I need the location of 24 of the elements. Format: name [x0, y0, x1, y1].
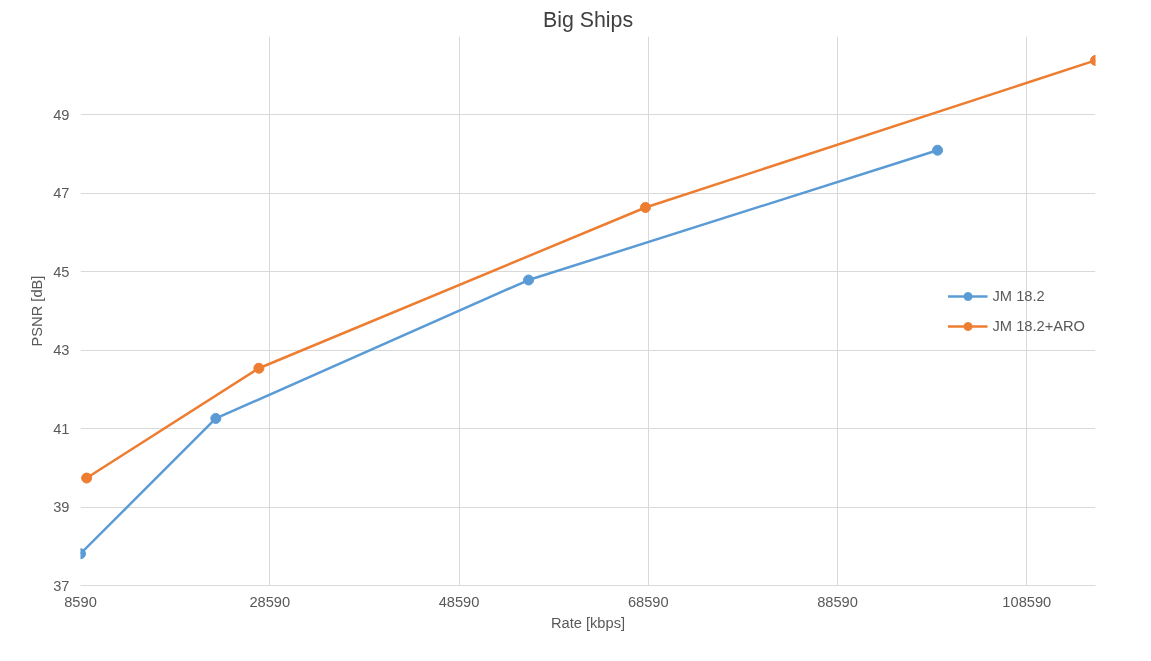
x-axis-title: Rate [kbps]: [550, 614, 626, 631]
y-tick-label: 41: [53, 420, 70, 437]
x-tick-label: 28590: [249, 593, 291, 610]
y-tick-label: 39: [53, 499, 70, 516]
point: [210, 412, 222, 424]
point: [253, 362, 265, 374]
x-tick-label: 68590: [627, 593, 669, 610]
y-tick-label: 45: [53, 263, 70, 280]
point: [639, 201, 651, 213]
legend-label: JM 18.2: [992, 287, 1045, 304]
point: [932, 144, 944, 156]
y-tick-label: 47: [53, 185, 70, 202]
y-tick-label: 49: [53, 106, 70, 123]
y-tick-label: 37: [53, 577, 70, 594]
legend-label: JM 18.2+ARO: [992, 317, 1085, 334]
x-tick-label: 88590: [817, 593, 858, 610]
chart-title: Big Ships: [542, 7, 634, 32]
point: [523, 274, 535, 286]
x-tick-label: 108590: [1002, 593, 1052, 610]
point: [81, 472, 93, 484]
x-tick-label: 48590: [438, 593, 480, 610]
y-axis-title: PSNR [dB]: [29, 275, 46, 347]
x-tick-label: 8590: [64, 593, 97, 610]
y-tick-label: 43: [53, 342, 70, 359]
